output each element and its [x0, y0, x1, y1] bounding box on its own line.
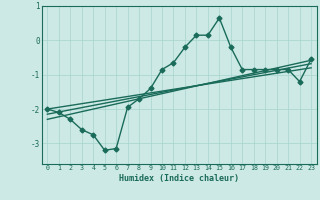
X-axis label: Humidex (Indice chaleur): Humidex (Indice chaleur) — [119, 174, 239, 183]
